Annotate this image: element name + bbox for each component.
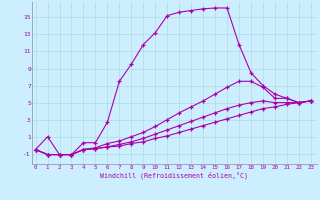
X-axis label: Windchill (Refroidissement éolien,°C): Windchill (Refroidissement éolien,°C)	[100, 172, 248, 179]
